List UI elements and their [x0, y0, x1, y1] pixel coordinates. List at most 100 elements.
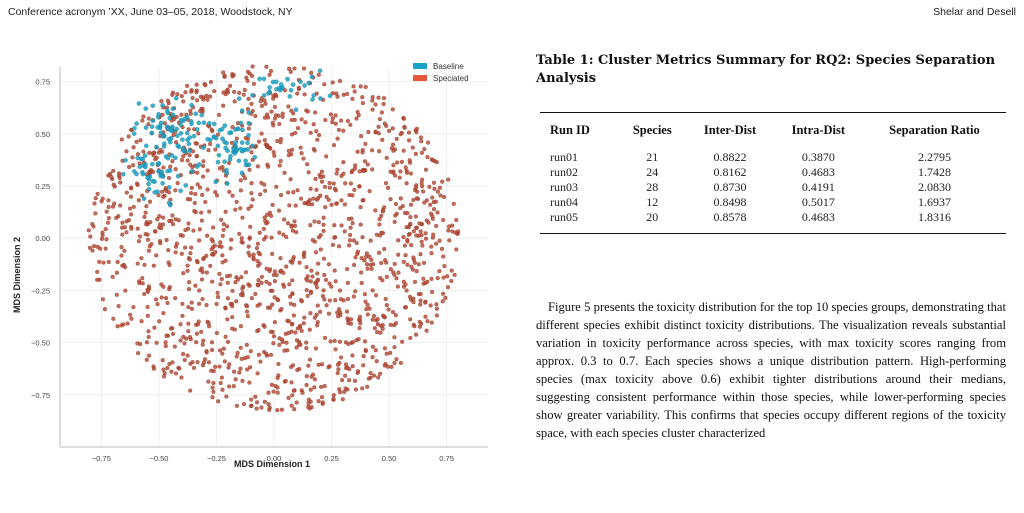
- body-paragraph: Figure 5 presents the toxicity distribut…: [536, 300, 1006, 440]
- speciated-point: [264, 351, 269, 356]
- speciated-point: [391, 142, 396, 147]
- speciated-point: [259, 131, 264, 136]
- speciated-point: [293, 203, 298, 208]
- speciated-point: [401, 234, 406, 240]
- speciated-point: [213, 364, 218, 369]
- speciated-point: [304, 346, 309, 351]
- speciated-point: [409, 264, 414, 269]
- speciated-point: [245, 355, 250, 360]
- baseline-point: [123, 158, 128, 163]
- speciated-point: [272, 320, 277, 325]
- speciated-point: [180, 313, 185, 318]
- speciated-point: [312, 239, 317, 244]
- speciated-point: [262, 182, 267, 187]
- speciated-point: [306, 401, 311, 406]
- speciated-point: [366, 129, 371, 135]
- speciated-point: [439, 246, 445, 251]
- speciated-point: [431, 180, 437, 185]
- baseline-point: [140, 171, 146, 177]
- speciated-point: [164, 333, 169, 338]
- baseline-point: [132, 126, 137, 131]
- speciated-point: [423, 236, 429, 241]
- speciated-point: [294, 230, 299, 235]
- baseline-point: [160, 181, 165, 186]
- speciated-point: [230, 315, 235, 320]
- speciated-point: [392, 272, 397, 277]
- baseline-point: [146, 186, 152, 192]
- speciated-point: [128, 312, 133, 317]
- table-cell: run03: [550, 180, 578, 194]
- speciated-point: [190, 360, 195, 365]
- speciated-point: [292, 219, 297, 224]
- speciated-point: [240, 378, 245, 383]
- speciated-point: [269, 109, 274, 114]
- baseline-point: [201, 120, 207, 125]
- speciated-point: [136, 198, 141, 203]
- speciated-point: [146, 329, 151, 334]
- speciated-point: [364, 262, 370, 267]
- speciated-point: [418, 252, 423, 257]
- speciated-point: [201, 159, 206, 164]
- speciated-point: [209, 237, 214, 242]
- speciated-point: [419, 321, 424, 326]
- speciated-point: [259, 405, 264, 410]
- speciated-point: [149, 242, 154, 247]
- speciated-point: [183, 228, 188, 233]
- speciated-point: [339, 355, 344, 360]
- speciated-point: [233, 377, 238, 382]
- speciated-point: [430, 195, 435, 200]
- speciated-point: [220, 351, 225, 356]
- speciated-point: [257, 230, 262, 235]
- speciated-point: [357, 169, 362, 174]
- speciated-point: [178, 322, 183, 327]
- speciated-point: [384, 123, 389, 128]
- speciated-point: [154, 155, 159, 160]
- speciated-point: [347, 192, 352, 198]
- speciated-point: [170, 331, 176, 336]
- speciated-point: [253, 394, 258, 399]
- table-row: run02 24 0.8162 0.4683 1.7428: [540, 165, 1006, 180]
- speciated-point: [185, 83, 190, 88]
- speciated-point: [369, 266, 374, 271]
- speciated-point: [288, 177, 293, 182]
- speciated-point: [262, 138, 267, 143]
- speciated-point: [203, 83, 208, 88]
- speciated-point: [92, 201, 97, 206]
- speciated-point: [336, 367, 341, 372]
- speciated-point: [142, 291, 147, 297]
- speciated-point: [247, 167, 252, 172]
- baseline-point: [170, 106, 176, 111]
- speciated-point: [253, 113, 258, 119]
- speciated-point: [164, 296, 169, 301]
- speciated-point: [190, 164, 195, 170]
- speciated-point: [189, 185, 194, 190]
- speciated-point: [282, 88, 288, 93]
- speciated-point: [202, 357, 208, 362]
- speciated-point: [206, 148, 211, 153]
- column-header: Run ID: [550, 123, 590, 137]
- speciated-point: [200, 297, 205, 302]
- speciated-point: [276, 361, 281, 367]
- speciated-point: [271, 334, 277, 339]
- speciated-point: [332, 338, 337, 343]
- baseline-point: [150, 118, 155, 123]
- speciated-point: [283, 378, 288, 384]
- speciated-point: [353, 255, 358, 260]
- speciated-point: [355, 149, 360, 154]
- speciated-point: [370, 148, 375, 153]
- speciated-point: [304, 374, 309, 379]
- speciated-point: [424, 198, 429, 203]
- speciated-point: [266, 164, 271, 169]
- speciated-point: [279, 407, 284, 412]
- speciated-point: [269, 382, 274, 387]
- legend-swatch-baseline: [413, 63, 427, 69]
- speciated-point: [421, 281, 426, 286]
- speciated-point: [373, 348, 378, 353]
- speciated-point: [223, 306, 228, 311]
- speciated-point: [311, 196, 316, 201]
- speciated-point: [255, 259, 260, 264]
- speciated-point: [393, 173, 398, 178]
- speciated-point: [392, 360, 397, 366]
- table-cell: run02: [550, 165, 578, 179]
- speciated-point: [400, 204, 405, 209]
